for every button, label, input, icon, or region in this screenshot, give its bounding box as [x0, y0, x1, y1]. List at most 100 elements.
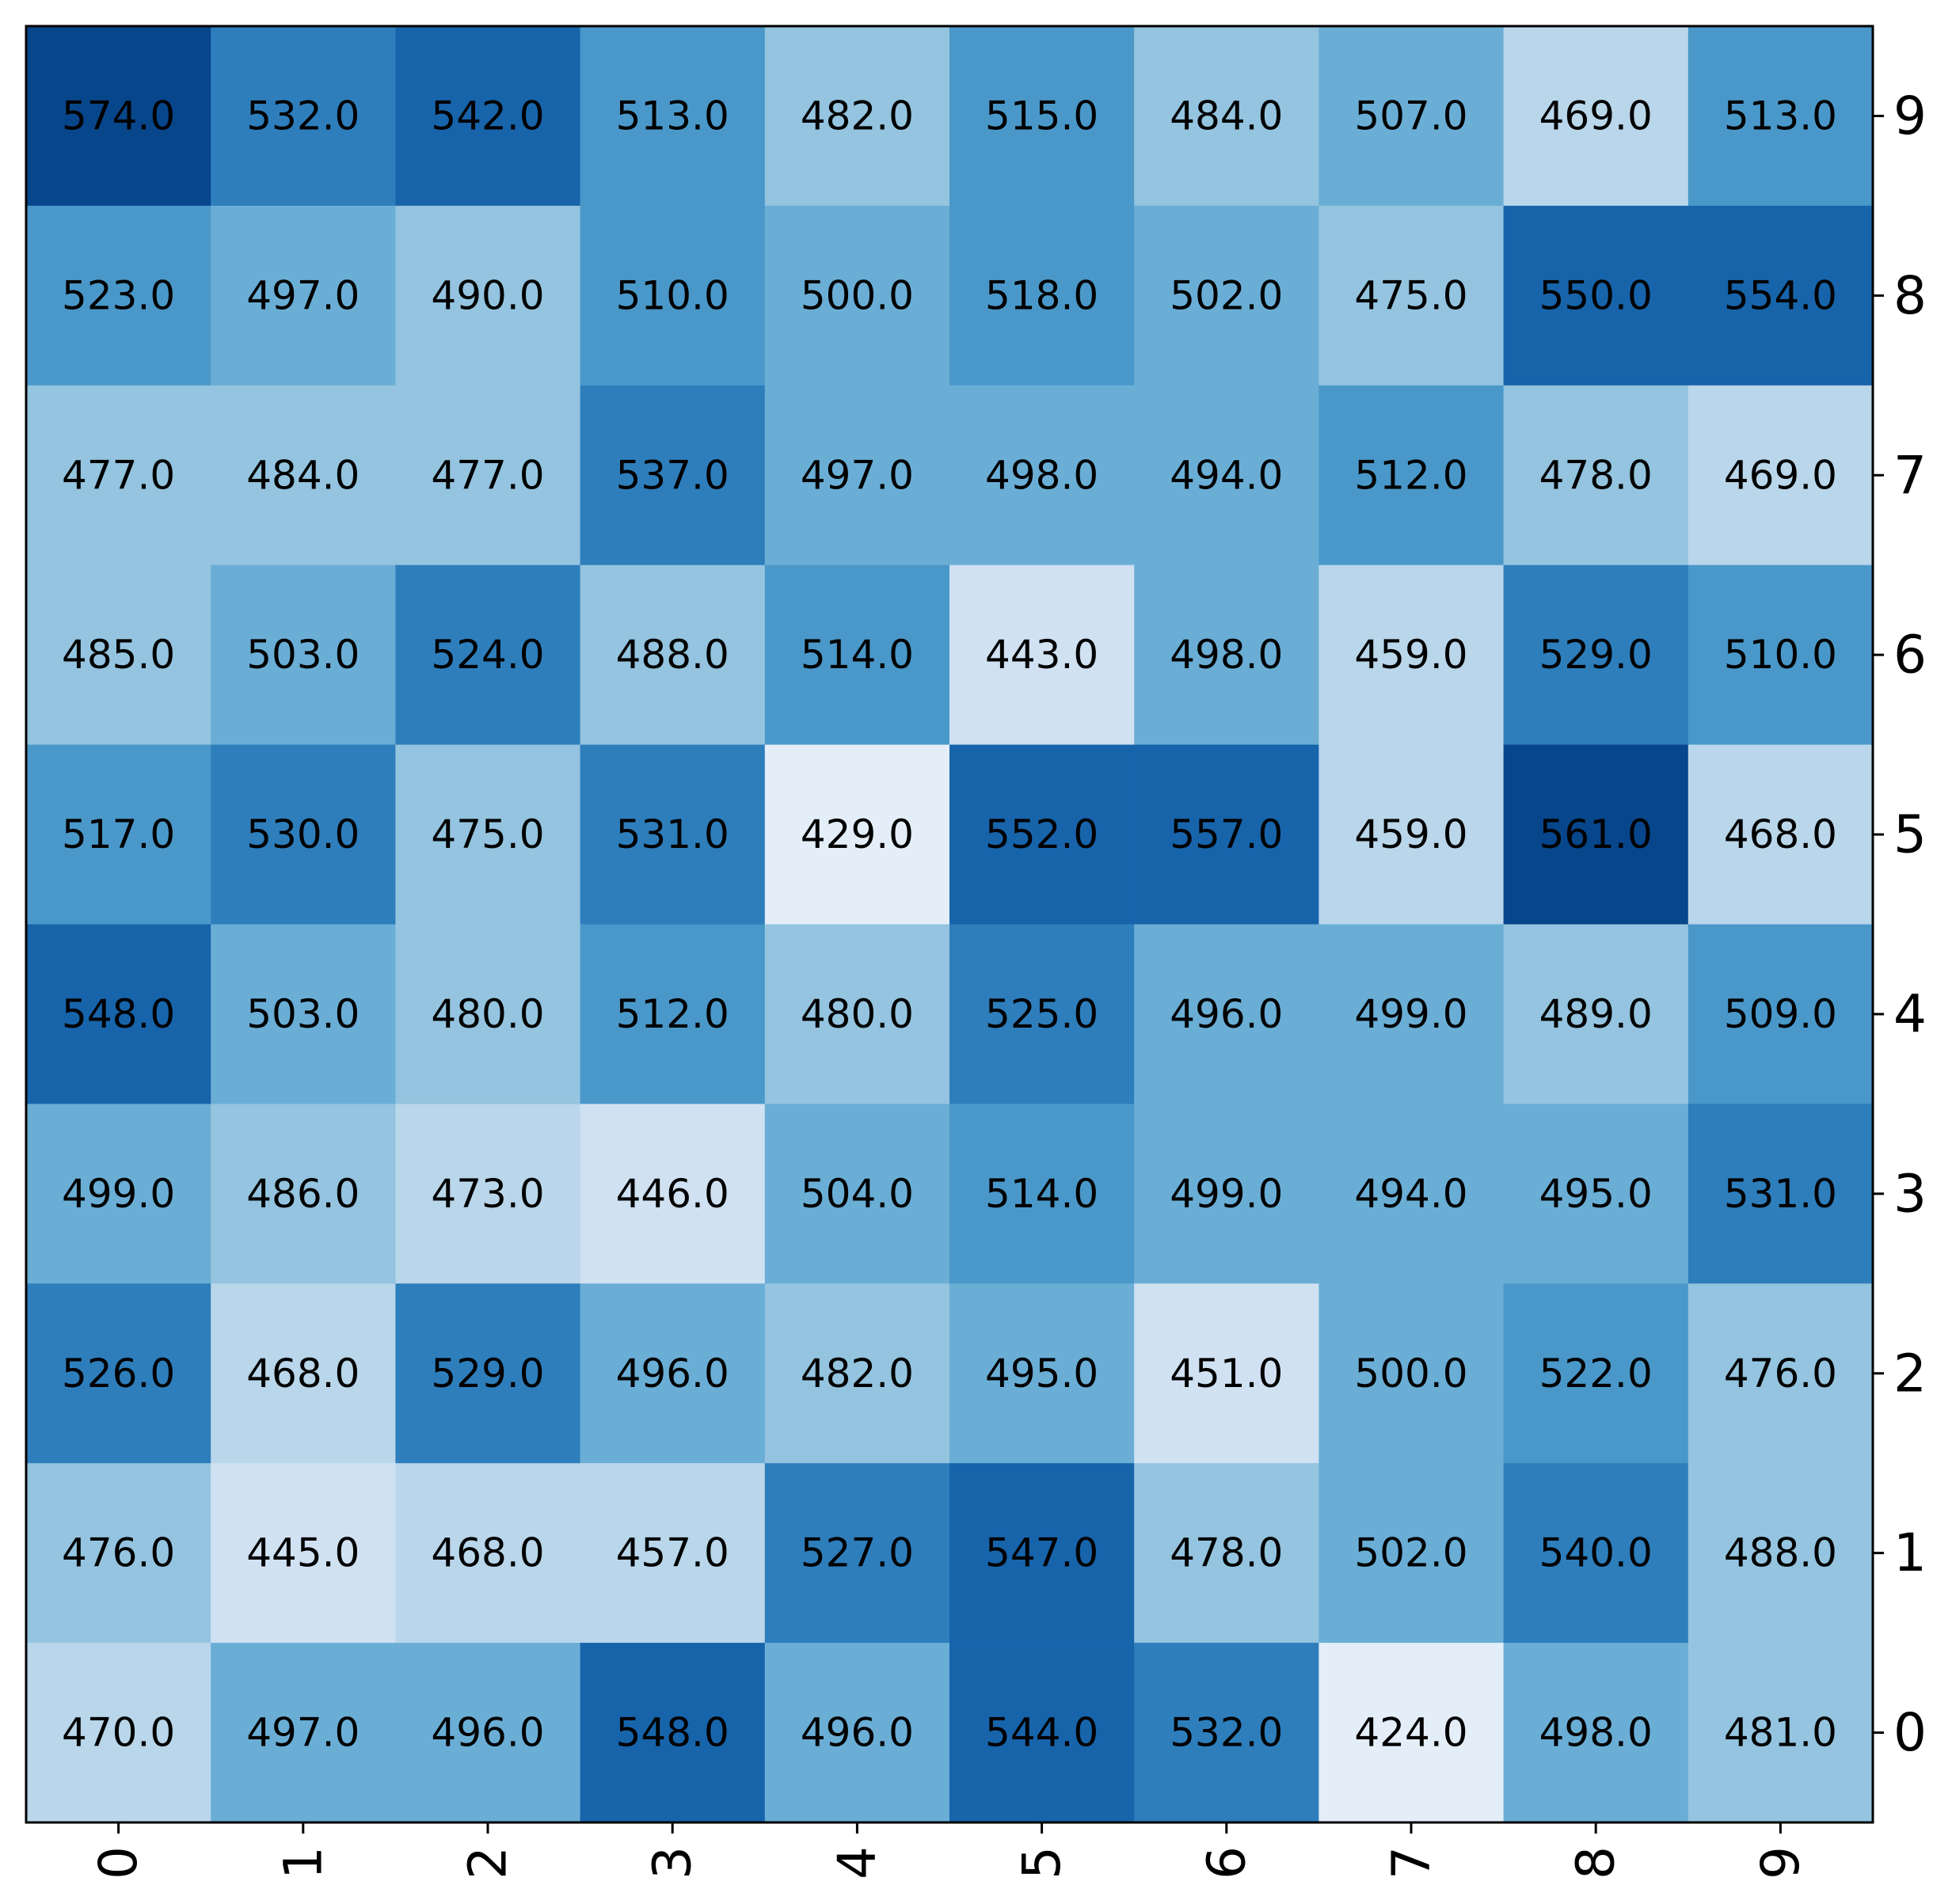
y-tick-label: 6 — [1893, 625, 1927, 686]
cell-value-label: 496.0 — [801, 1710, 914, 1756]
heatmap-cell-x5-y5 — [949, 744, 1135, 925]
heatmap-cell-x4-y0 — [764, 1643, 950, 1823]
heatmap-cell-x0-y0 — [26, 1643, 211, 1823]
cell-value-label: 497.0 — [801, 452, 914, 498]
heatmap-cell-x7-y3 — [1318, 1104, 1505, 1284]
heatmap-cell-x1-y3 — [211, 1104, 396, 1284]
cell-value-label: 443.0 — [985, 632, 1098, 678]
x-tick-label: 3 — [642, 1846, 703, 1879]
heatmap-cell-x4-y8 — [764, 205, 950, 386]
x-tick-label: 0 — [88, 1846, 149, 1879]
y-axis: 0 1 2 3 4 5 6 7 8 9 — [1873, 86, 1927, 1763]
cell-value-label: 574.0 — [62, 93, 175, 139]
heatmap-cell-x7-y6 — [1318, 564, 1505, 746]
heatmap-cell-x8-y5 — [1503, 744, 1689, 925]
cell-value-label: 478.0 — [1170, 1530, 1283, 1576]
heatmap-cell-x8-y9 — [1503, 26, 1689, 207]
heatmap-cell-x3-y6 — [580, 564, 766, 746]
x-axis: 0 1 2 3 4 5 6 7 8 9 — [88, 1822, 1811, 1879]
heatmap-cell-x1-y2 — [211, 1283, 396, 1464]
heatmap-cell-x2-y1 — [395, 1463, 581, 1644]
heatmap-cell-x9-y3 — [1688, 1104, 1874, 1284]
cell-value-label: 477.0 — [62, 452, 175, 498]
cell-value-label: 547.0 — [985, 1530, 1098, 1576]
heatmap-cell-x0-y5 — [26, 744, 211, 925]
cell-value-label: 514.0 — [985, 1171, 1098, 1217]
cell-value-label: 446.0 — [616, 1171, 729, 1217]
cell-value-label: 468.0 — [246, 1351, 360, 1397]
cell-value-label: 510.0 — [616, 272, 729, 318]
cell-value-label: 544.0 — [985, 1710, 1098, 1756]
cell-value-label: 502.0 — [1170, 272, 1283, 318]
heatmap-cell-x7-y2 — [1318, 1283, 1505, 1464]
heatmap-cell-x3-y4 — [580, 924, 766, 1104]
cell-value-label: 532.0 — [246, 93, 360, 139]
cell-value-label: 507.0 — [1354, 93, 1467, 139]
x-tick-label: 6 — [1196, 1846, 1257, 1879]
y-tick-label: 4 — [1893, 983, 1927, 1044]
cell-value-label: 496.0 — [1170, 991, 1283, 1037]
heatmap-cell-x7-y1 — [1318, 1463, 1505, 1644]
heatmap-cell-x0-y6 — [26, 564, 211, 746]
cell-value-label: 476.0 — [1724, 1351, 1837, 1397]
heatmap-cell-x9-y1 — [1688, 1463, 1874, 1644]
cell-value-label: 457.0 — [616, 1530, 729, 1576]
heatmap-cell-x3-y1 — [580, 1463, 766, 1644]
heatmap-cell-x0-y4 — [26, 924, 211, 1104]
heatmap-cell-x4-y6 — [764, 564, 950, 746]
cell-value-label: 499.0 — [1354, 991, 1467, 1037]
cell-value-label: 495.0 — [985, 1351, 1098, 1397]
heatmap-cell-x2-y3 — [395, 1104, 581, 1284]
cell-value-label: 542.0 — [431, 93, 544, 139]
cell-value-label: 525.0 — [985, 991, 1098, 1037]
heatmap-cell-x3-y0 — [580, 1643, 766, 1823]
cell-value-label: 468.0 — [1724, 811, 1837, 857]
cell-value-label: 429.0 — [801, 811, 914, 857]
heatmap-cell-x3-y2 — [580, 1283, 766, 1464]
cell-value-label: 529.0 — [1539, 632, 1653, 678]
heatmap-cell-x4-y3 — [764, 1104, 950, 1284]
cell-value-label: 486.0 — [246, 1171, 360, 1217]
heatmap-cell-x1-y8 — [211, 205, 396, 386]
cell-value-label: 561.0 — [1539, 811, 1653, 857]
cell-value-label: 515.0 — [985, 93, 1098, 139]
heatmap-cell-x5-y6 — [949, 564, 1135, 746]
x-tick-label: 9 — [1750, 1846, 1811, 1879]
heatmap-cell-x2-y9 — [395, 26, 581, 207]
cell-value-label: 537.0 — [616, 452, 729, 498]
heatmap-cell-x5-y8 — [949, 205, 1135, 386]
heatmap-cell-x7-y0 — [1318, 1643, 1505, 1823]
cell-value-label: 518.0 — [985, 272, 1098, 318]
heatmap-cell-x1-y6 — [211, 564, 396, 746]
cell-value-label: 468.0 — [431, 1530, 544, 1576]
heatmap-cell-x2-y7 — [395, 385, 581, 566]
heatmap-cell-x8-y4 — [1503, 924, 1689, 1104]
cell-value-label: 477.0 — [431, 452, 544, 498]
cell-value-label: 499.0 — [1170, 1171, 1283, 1217]
cell-value-label: 480.0 — [801, 991, 914, 1037]
heatmap-cell-x9-y9 — [1688, 26, 1874, 207]
y-tick-label: 5 — [1893, 804, 1927, 865]
cell-value-label: 475.0 — [431, 811, 544, 857]
heatmap-cell-x7-y4 — [1318, 924, 1505, 1104]
cell-value-label: 531.0 — [616, 811, 729, 857]
cell-value-label: 482.0 — [801, 93, 914, 139]
heatmap-cell-x3-y3 — [580, 1104, 766, 1284]
cell-value-label: 514.0 — [801, 632, 914, 678]
heatmap-cell-x2-y4 — [395, 924, 581, 1104]
cell-value-label: 557.0 — [1170, 811, 1283, 857]
heatmap-cell-x1-y4 — [211, 924, 396, 1104]
cell-value-label: 497.0 — [246, 272, 360, 318]
heatmap-cell-x8-y8 — [1503, 205, 1689, 386]
cell-value-label: 522.0 — [1539, 1351, 1653, 1397]
cell-value-label: 532.0 — [1170, 1710, 1283, 1756]
heatmap-cell-x6-y7 — [1134, 385, 1319, 566]
cell-value-label: 481.0 — [1724, 1710, 1837, 1756]
y-tick-label: 0 — [1893, 1702, 1927, 1763]
heatmap-cell-x4-y2 — [764, 1283, 950, 1464]
cell-value-label: 504.0 — [801, 1171, 914, 1217]
heatmap-cell-x6-y3 — [1134, 1104, 1319, 1284]
cell-value-label: 445.0 — [246, 1530, 360, 1576]
cell-value-label: 529.0 — [431, 1351, 544, 1397]
heatmap-cell-x7-y5 — [1318, 744, 1505, 925]
